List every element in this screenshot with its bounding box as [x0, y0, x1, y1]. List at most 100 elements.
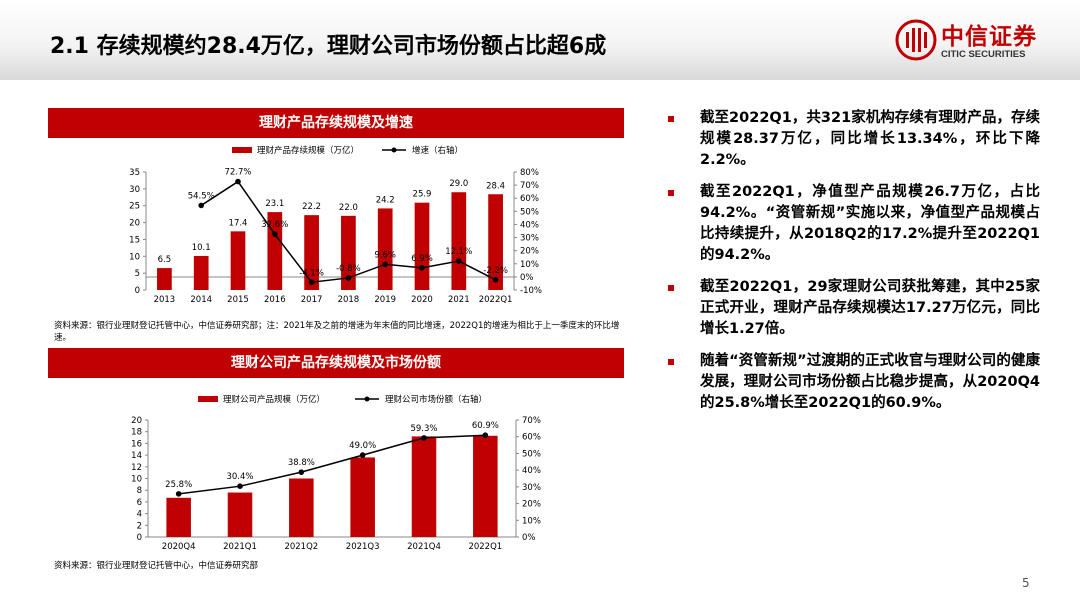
chart1-y2-tick-label: -10% — [520, 286, 542, 296]
chart2-line-label: 59.3% — [410, 424, 437, 434]
chart1-bar-label: 22.2 — [302, 202, 321, 212]
chart2-line-point — [421, 435, 427, 441]
chart1-x-tick-label: 2013 — [154, 295, 176, 305]
chart1-y-tick-label: 30 — [129, 185, 140, 195]
chart2-x-tick-label: 2021Q1 — [223, 542, 257, 552]
chart2-x-tick-label: 2021Q2 — [284, 542, 318, 552]
chart1-x-tick-label: 2017 — [301, 295, 323, 305]
bullet-text: 截至2022Q1，共321家机构存续有理财产品，存续规模28.37万亿，同比增长… — [700, 110, 1040, 168]
chart2-y-tick-label: 2 — [137, 521, 142, 531]
chart2-line-label: 25.8% — [165, 480, 192, 490]
chart2-line-point — [359, 452, 366, 458]
chart2-y2-tick-label: 0% — [522, 533, 536, 543]
chart1-bar-label: 17.4 — [229, 218, 248, 228]
chart2-line-point — [298, 469, 305, 475]
chart1-bar — [414, 202, 430, 290]
chart2-bar — [289, 478, 314, 537]
chart2-y-tick-label: 4 — [137, 510, 142, 520]
chart2-x-tick-label: 2021Q4 — [407, 542, 441, 552]
chart1-y2-tick-label: 30% — [520, 234, 539, 244]
chart1-source-note: 资料来源：银行业理财登记托管中心，中信证券研究部；注：2021年及之前的增速为年… — [54, 321, 620, 343]
bullet-text: 随着“资管新规”过渡期的正式收官与理财公司的健康发展，理财公司市场份额占比稳步提… — [700, 353, 1040, 411]
chart1-line-point — [308, 279, 315, 286]
chart2-y2-tick-label: 40% — [522, 466, 541, 476]
chart2-line-label: 38.8% — [288, 458, 315, 468]
chart1-y-tick-label: 25 — [129, 202, 140, 212]
chart1-y2-tick-label: 60% — [520, 194, 539, 204]
chart1-line-point — [382, 261, 389, 268]
chart2-bar — [473, 435, 498, 537]
chart2-y-tick-label: 12 — [131, 463, 142, 473]
chart1-bar-label: 23.1 — [265, 199, 284, 209]
chart1-bar — [267, 212, 283, 290]
chart1-y2-tick-label: 40% — [520, 220, 539, 230]
chart1-x-tick-label: 2021 — [448, 295, 470, 305]
chart1-y-tick-label: 10 — [129, 252, 140, 262]
chart2-line-label: 49.0% — [349, 441, 376, 451]
chart2-y-tick-label: 16 — [131, 439, 142, 449]
bullet-text: 截至2022Q1，净值型产品规模26.7万亿，占比94.2%。“资管新规”实施以… — [700, 184, 1040, 263]
chart1-x-tick-label: 2018 — [338, 295, 360, 305]
chart2-line-label: 30.4% — [226, 472, 253, 482]
chart1-x-tick-label: 2014 — [190, 295, 212, 305]
chart1-bar — [451, 192, 467, 290]
chart1-legend-bar-swatch — [232, 147, 252, 153]
chart2-y2-tick-label: 30% — [522, 483, 541, 493]
citic-logo-icon — [895, 19, 937, 61]
chart1-y-tick-label: 35 — [129, 168, 140, 178]
bullet-item: 截至2022Q1，29家理财公司获批筹建，其中25家正式开业，理财产品存续规模达… — [668, 277, 1040, 340]
chart2-y-tick-label: 8 — [137, 486, 142, 496]
chart2-legend-line-marker — [364, 396, 370, 402]
chart1-x-tick-label: 2022Q1 — [479, 295, 513, 305]
bullet-item: 随着“资管新规”过渡期的正式收官与理财公司的健康发展，理财公司市场份额占比稳步提… — [668, 351, 1040, 414]
chart2-y2-tick-label: 60% — [522, 433, 541, 443]
chart2-legend-bar-label: 理财公司产品规模（万亿） — [223, 394, 325, 405]
chart2-y-tick-label: 20 — [131, 416, 142, 426]
chart1-bar — [377, 208, 393, 290]
bullet-square-icon — [668, 190, 674, 196]
chart1-line-label: 54.5% — [188, 191, 215, 201]
chart1-legend-bar-label: 理财产品存续规模（万亿） — [257, 145, 359, 156]
chart2-legend-bar-swatch — [198, 396, 218, 402]
chart2-x-tick-label: 2021Q3 — [346, 542, 380, 552]
chart2-header: 理财公司产品存续规模及市场份额 — [48, 348, 624, 378]
chart2-line-point — [175, 491, 182, 497]
bullet-list: 截至2022Q1，共321家机构存续有理财产品，存续规模28.37万亿，同比增长… — [668, 108, 1040, 425]
chart1-line-point — [419, 265, 425, 271]
chart1-bar — [488, 194, 503, 290]
chart1-bar-label: 22.0 — [339, 203, 358, 213]
chart1-y2-tick-label: 50% — [520, 207, 539, 217]
chart1-bar — [341, 215, 356, 290]
chart1-line-point — [235, 178, 241, 185]
bullet-item: 截至2022Q1，净值型产品规模26.7万亿，占比94.2%。“资管新规”实施以… — [668, 182, 1040, 266]
chart1-line-point — [492, 276, 499, 283]
chart1-y-tick-label: 15 — [129, 235, 140, 245]
chart1-x-tick-label: 2015 — [227, 295, 249, 305]
chart2-line-point — [482, 432, 489, 439]
chart2-line-point — [237, 483, 243, 489]
chart2-x-tick-label: 2020Q4 — [162, 542, 196, 552]
chart1-bar — [304, 215, 319, 290]
chart1-bar-label: 10.1 — [192, 243, 211, 253]
chart1-x-tick-label: 2016 — [264, 295, 286, 305]
chart2-line-label: 60.9% — [472, 421, 499, 431]
chart2-y-tick-label: 0 — [137, 533, 142, 543]
citic-logo: 中信证券 CITIC SECURITIES — [895, 15, 1065, 65]
chart1-line-label: 9.6% — [374, 250, 396, 260]
chart2-y2-tick-label: 70% — [522, 416, 541, 426]
chart1-legend-line-marker — [391, 147, 397, 153]
chart1-line-label: 32.6% — [261, 220, 288, 230]
chart2-bar — [350, 457, 375, 537]
chart1-line-point — [272, 231, 278, 237]
chart1-line-label: 6.9% — [411, 254, 433, 264]
chart1-y2-tick-label: 80% — [520, 168, 539, 178]
chart1-line-point — [456, 258, 462, 264]
chart2-series-line — [178, 434, 486, 495]
chart1-line-label: 12.1% — [445, 247, 472, 257]
logo-text-cn: 中信证券 — [941, 24, 1037, 50]
bullet-square-icon — [668, 116, 674, 122]
bullet-text: 截至2022Q1，29家理财公司获批筹建，其中25家正式开业，理财产品存续规模达… — [700, 279, 1040, 337]
chart1-y-tick-label: 0 — [135, 286, 140, 296]
header-band — [0, 0, 1080, 80]
chart2-y2-tick-label: 20% — [522, 500, 541, 510]
